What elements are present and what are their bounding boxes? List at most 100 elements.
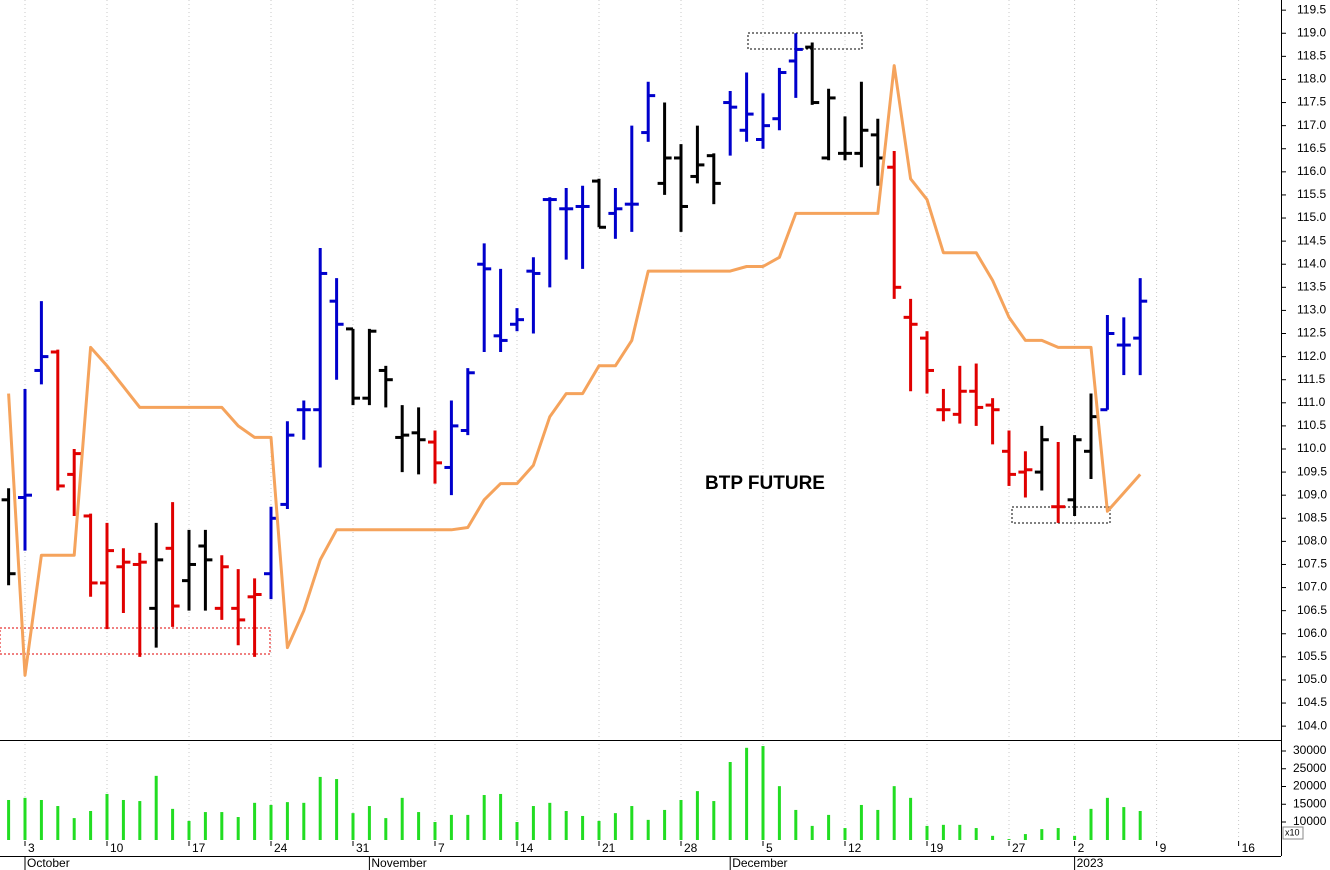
volume-bar: [646, 819, 650, 840]
x-tick-label: 7: [438, 841, 445, 855]
y-tick-label: 108.0: [1297, 534, 1327, 548]
y-tick-label: 106.0: [1297, 626, 1327, 640]
volume-bar: [925, 825, 929, 840]
y-tick-label: 106.5: [1297, 603, 1327, 617]
volume-bar: [449, 814, 453, 840]
volume-bar: [909, 797, 913, 840]
y-tick-label: 110.0: [1297, 441, 1326, 455]
volume-bar: [318, 776, 322, 840]
volume-bar: [991, 835, 995, 840]
volume-bar: [876, 809, 880, 840]
volume-bar: [253, 802, 257, 840]
volume-bar: [597, 820, 601, 840]
x-tick-label: 16: [1242, 841, 1256, 855]
volume-bar: [515, 822, 519, 840]
volume-bar: [728, 762, 732, 840]
volume-unit-label: x10: [1285, 827, 1300, 837]
y-tick-label: 104.0: [1297, 718, 1327, 732]
volume-bar: [285, 802, 289, 840]
volume-bar: [417, 812, 421, 840]
trailing-line: [7, 64, 1142, 677]
volume-bar: [745, 747, 749, 840]
volume-bar: [302, 802, 306, 840]
y-tick-label: 118.5: [1297, 49, 1326, 63]
y-tick-label: 108.5: [1297, 510, 1327, 524]
volume-bar: [941, 824, 945, 840]
top-zone: [747, 32, 863, 50]
y-tick-label: 109.5: [1297, 464, 1327, 478]
support-zone: [0, 627, 271, 655]
y-tick-label: 117.5: [1297, 95, 1326, 109]
volume-bar: [974, 828, 978, 840]
volume-bar: [482, 795, 486, 840]
x-tick-label: 2: [1078, 841, 1085, 855]
volume-bar: [7, 799, 11, 840]
volume-bar: [187, 820, 191, 840]
volume-bar: [1089, 808, 1093, 840]
y-tick-label: 112.5: [1297, 326, 1326, 340]
volume-bar: [433, 822, 437, 840]
x-tick-label: 10: [110, 841, 124, 855]
y-tick-label: 116.5: [1297, 141, 1326, 155]
x-tick-label: 12: [848, 841, 862, 855]
y-tick-label: 114.5: [1297, 233, 1326, 247]
volume-bar: [138, 801, 142, 840]
volume-bar: [89, 810, 93, 840]
unit-box: [1282, 826, 1304, 840]
volume-bar: [794, 809, 798, 840]
volume-bar: [564, 810, 568, 840]
volume-bar: [630, 806, 634, 840]
volume-bar: [154, 775, 158, 840]
y-tick-label: 112.0: [1297, 349, 1326, 363]
volume-bar: [810, 825, 814, 840]
volume-bar: [531, 806, 535, 840]
y-tick-label: 107.5: [1297, 557, 1327, 571]
y-tick-label: 109.0: [1297, 487, 1327, 501]
month-label: 2023: [1077, 856, 1104, 870]
x-tick-label: 21: [602, 841, 616, 855]
month-label: December: [732, 856, 787, 870]
y-tick-label: 111.5: [1297, 372, 1326, 386]
x-tick-label: 9: [1160, 841, 1167, 855]
volume-bar: [466, 814, 470, 840]
volume-bar: [39, 799, 43, 840]
volume-bar: [859, 804, 863, 840]
volume-bar: [56, 806, 60, 840]
y-tick-label: 118.0: [1297, 72, 1326, 86]
volume-bar: [499, 793, 503, 840]
volume-bar: [105, 793, 109, 840]
y-tick-label: 119.0: [1297, 25, 1326, 39]
volume-bar: [548, 802, 552, 840]
volume-bar: [269, 804, 273, 840]
y-tick-label: 113.5: [1297, 279, 1326, 293]
volume-bar: [1007, 839, 1011, 840]
x-tick-label: 27: [1012, 841, 1026, 855]
bottom-zone: [1011, 506, 1111, 524]
volume-bar: [220, 812, 224, 840]
volume-bar: [1138, 810, 1142, 840]
volume-bar: [367, 806, 371, 840]
y-tick-label: 113.0: [1297, 303, 1326, 317]
volume-bar: [695, 791, 699, 840]
volume-bar: [203, 812, 207, 840]
volume-bar: [777, 786, 781, 840]
x-tick-label: 14: [520, 841, 534, 855]
volume-bar: [1023, 834, 1027, 840]
volume-bar: [892, 786, 896, 840]
volume-bar: [351, 813, 355, 840]
y-tick-label: 114.0: [1297, 256, 1326, 270]
volume-bar: [400, 797, 404, 840]
x-tick-label: 19: [930, 841, 944, 855]
volume-tick-label: 15000: [1293, 796, 1327, 810]
month-label: October: [27, 856, 70, 870]
volume-bar: [236, 817, 240, 840]
volume-bar: [384, 818, 388, 840]
volume-bar: [1040, 829, 1044, 840]
volume-bar: [121, 799, 125, 840]
volume-bar: [23, 797, 27, 840]
x-tick-label: 31: [356, 841, 370, 855]
volume-bar: [1105, 797, 1109, 840]
x-tick-label: 3: [28, 841, 35, 855]
y-tick-label: 105.5: [1297, 649, 1327, 663]
volume-bar: [679, 799, 683, 840]
